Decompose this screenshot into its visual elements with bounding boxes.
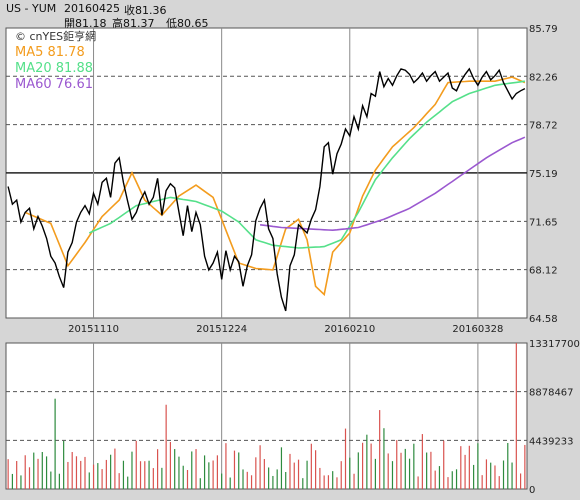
- series-close: [7, 67, 526, 312]
- open-label: 開81.18: [64, 17, 107, 30]
- volume-tick-label: 8878467: [529, 388, 574, 399]
- price-tick-label: 68.12: [529, 266, 558, 277]
- x-tick-label: 20160328: [452, 324, 503, 335]
- date-label: 20160425: [64, 2, 120, 15]
- low-label: 低80.65: [166, 17, 209, 30]
- volume-tick-label: 13317700: [529, 339, 580, 350]
- price-tick-label: 85.79: [529, 24, 558, 35]
- high-label: 高81.37: [112, 17, 155, 30]
- volume-panel: [5, 342, 528, 490]
- price-tick-label: 64.58: [529, 314, 558, 325]
- price-tick-label: 75.19: [529, 169, 558, 180]
- legend-ma60: MA60 76.61: [15, 77, 93, 92]
- close-label: 收81.36: [124, 4, 167, 17]
- x-tick-label: 20151110: [68, 324, 119, 335]
- legend-ma20: MA20 81.88: [15, 61, 93, 76]
- price-tick-label: 71.65: [529, 217, 558, 228]
- price-tick-label: 82.26: [529, 72, 558, 83]
- legend-ma5: MA5 81.78: [15, 45, 85, 60]
- series-ma5: [24, 76, 526, 297]
- series-ma60: [260, 136, 526, 232]
- series-ma20: [88, 80, 526, 249]
- price-tick-label: 78.72: [529, 121, 558, 132]
- watermark: © cnYES鉅亨網: [15, 29, 96, 43]
- volume-tick-label: 4439233: [529, 436, 574, 447]
- x-tick-label: 20160210: [324, 324, 375, 335]
- x-tick-label: 20151224: [196, 324, 247, 335]
- symbol-label: US - YUM: [6, 2, 57, 15]
- volume-tick-label: 0: [529, 485, 535, 496]
